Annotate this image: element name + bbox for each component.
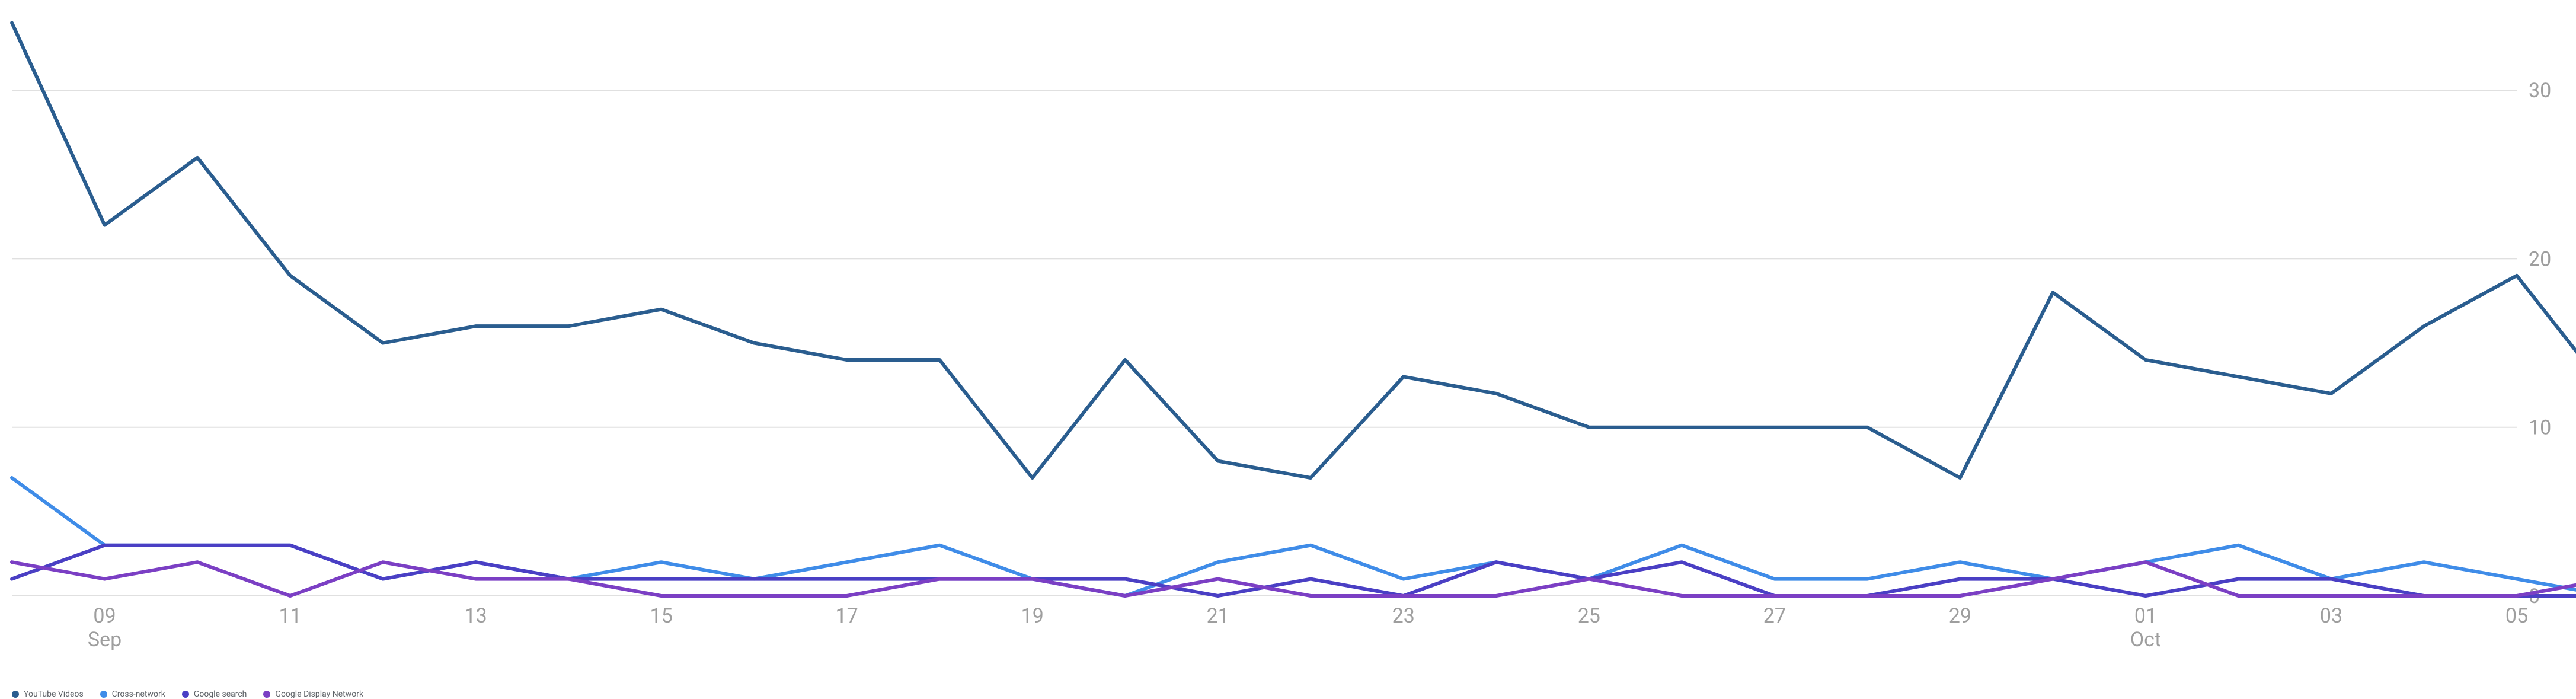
x-tick-month-label: Oct [2130, 628, 2161, 652]
y-tick-label: 10 [2529, 416, 2551, 440]
x-tick-label: 03 [2320, 604, 2342, 628]
x-tick-label: 29 [1949, 604, 1971, 628]
legend-item[interactable]: Google Display Network [263, 690, 363, 699]
legend: YouTube Videos Cross-network Google search… [0, 685, 2576, 699]
x-tick-label: 01 [2134, 604, 2157, 628]
x-tick-label: 21 [1207, 604, 1229, 628]
x-tick-label: 27 [1763, 604, 1786, 628]
legend-swatch [12, 691, 19, 698]
line-chart: 0102030 09Sep1113151719212325272901Oct03… [0, 0, 2576, 699]
x-tick-label: 11 [279, 604, 301, 628]
chart-svg: 0102030 09Sep1113151719212325272901Oct03… [0, 0, 2576, 685]
x-tick-label: 13 [464, 604, 487, 628]
legend-swatch [182, 691, 189, 698]
x-axis-labels: 09Sep 11 13 15 17 19 21 23 25 27 29 01Oct 03 05 [88, 604, 2528, 652]
legend-label: Google search [194, 690, 247, 699]
x-tick-label: 25 [1578, 604, 1600, 628]
legend-label: Cross-network [112, 690, 165, 699]
legend-label: Google Display Network [275, 690, 363, 699]
legend-swatch [100, 691, 107, 698]
y-axis-labels: 0102030 [2529, 79, 2551, 608]
y-tick-label: 30 [2529, 79, 2551, 103]
legend-label: YouTube Videos [24, 690, 84, 699]
y-tick-label: 20 [2529, 247, 2551, 271]
x-tick-label: 23 [1392, 604, 1415, 628]
series-line [12, 23, 2576, 478]
legend-item[interactable]: YouTube Videos [12, 690, 84, 699]
legend-item[interactable]: Google search [182, 690, 247, 699]
x-tick-month-label: Sep [88, 628, 122, 652]
x-tick-label: 15 [650, 604, 673, 628]
series-line [12, 562, 2576, 596]
x-tick-label: 17 [836, 604, 858, 628]
legend-swatch [263, 691, 270, 698]
x-tick-label: 19 [1021, 604, 1044, 628]
series-lines [12, 23, 2576, 596]
x-tick-label: 09 [93, 604, 116, 628]
legend-item[interactable]: Cross-network [100, 690, 165, 699]
x-tick-label: 05 [2505, 604, 2528, 628]
